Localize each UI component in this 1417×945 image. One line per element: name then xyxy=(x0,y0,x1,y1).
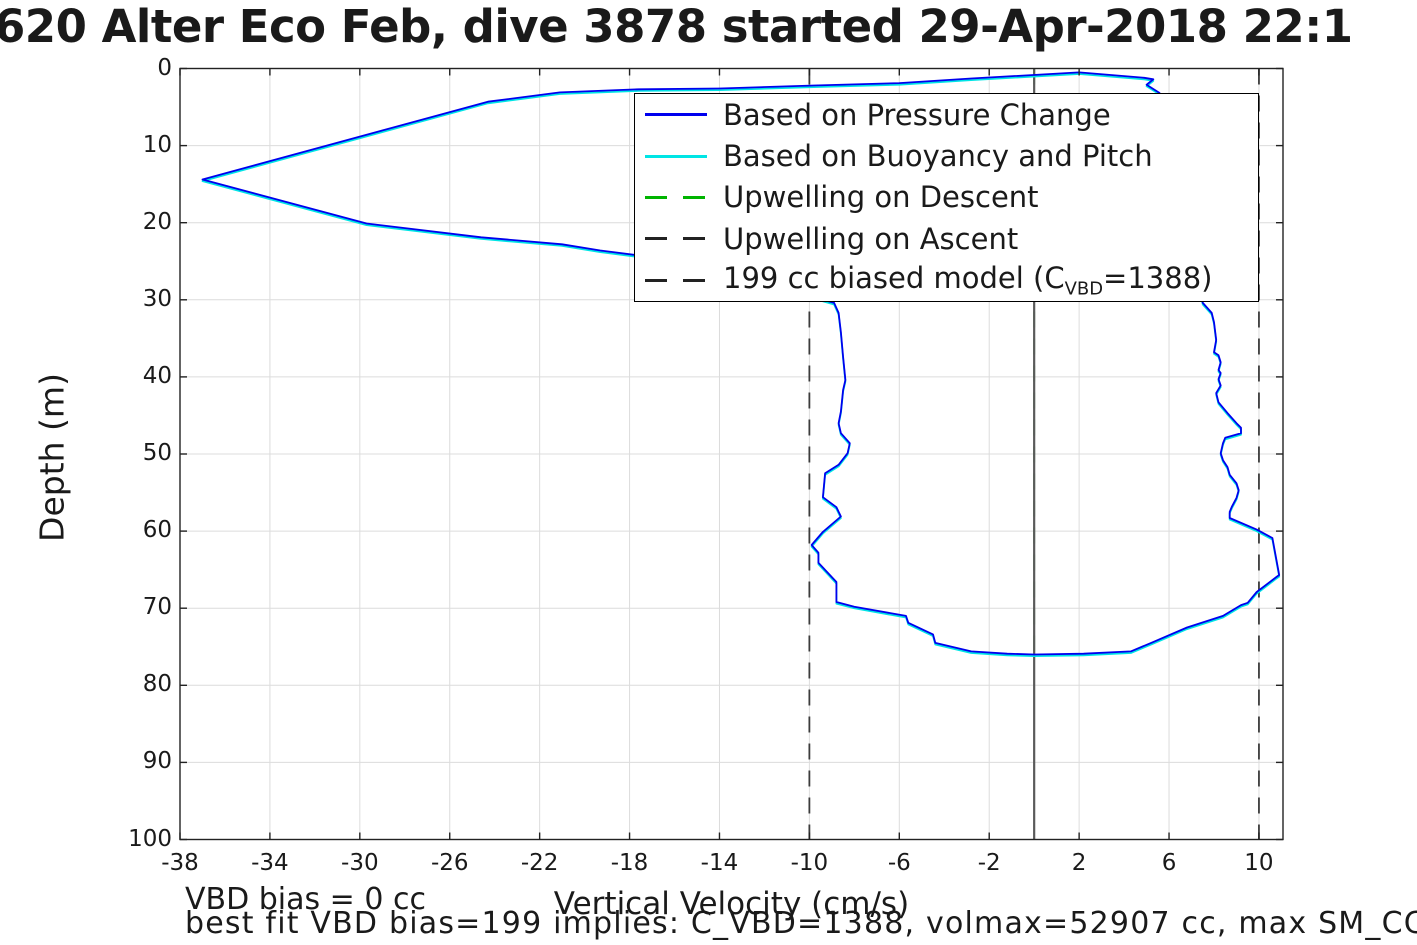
legend-entry-4: 199 cc biased model (CVBD=1388) xyxy=(635,260,1258,301)
y-tick-label-10: 10 xyxy=(142,131,172,158)
legend-entry-3: Upwelling on Ascent xyxy=(635,218,1258,259)
legend-label: Based on Buoyancy and Pitch xyxy=(723,139,1153,174)
x-tick-label--10: -10 xyxy=(790,850,829,876)
y-tick-label-60: 60 xyxy=(142,517,172,544)
legend-entry-0: Based on Pressure Change xyxy=(635,94,1258,135)
legend-entry-2: Upwelling on Descent xyxy=(635,177,1258,218)
legend-label-subscript: VBD xyxy=(1064,278,1104,300)
y-tick-label-30: 30 xyxy=(142,285,172,312)
x-axis-label: Vertical Velocity (cm/s) xyxy=(553,886,910,922)
legend-line-sample-dashed xyxy=(645,195,707,199)
y-tick-label-0: 0 xyxy=(157,54,172,81)
annotation-best-fit: best fit VBD bias=199 implies: C_VBD=138… xyxy=(185,906,1417,941)
x-tick-label-6: 6 xyxy=(1161,850,1177,876)
legend-line-sample-solid xyxy=(645,154,707,158)
legend-entry-1: Based on Buoyancy and Pitch xyxy=(635,136,1258,177)
x-tick-label--6: -6 xyxy=(887,850,911,876)
x-tick-label-10: 10 xyxy=(1244,850,1274,876)
legend-line-sample-dashed xyxy=(645,278,707,282)
y-tick-label-80: 80 xyxy=(142,671,172,698)
legend-line-sample-dashed xyxy=(645,237,707,241)
x-tick-label--38: -38 xyxy=(161,850,199,876)
x-tick-label--2: -2 xyxy=(977,850,1001,876)
y-tick-label-40: 40 xyxy=(142,362,172,389)
series-pressure-change-line xyxy=(201,71,1281,656)
legend-label: Based on Pressure Change xyxy=(723,97,1111,132)
y-tick-label-20: 20 xyxy=(142,208,172,235)
legend-label: 199 cc biased model (CVBD=1388) xyxy=(723,261,1213,300)
x-tick-label--30: -30 xyxy=(341,850,379,876)
x-tick-label--18: -18 xyxy=(610,850,649,876)
plot-title: 620 Alter Eco Feb, dive 3878 started 29-… xyxy=(0,0,1353,53)
legend-line-sample-solid xyxy=(645,113,707,117)
y-tick-label-70: 70 xyxy=(142,594,172,621)
annotation-vbd-bias: VBD bias = 0 cc xyxy=(185,882,426,917)
y-tick-label-90: 90 xyxy=(142,748,172,775)
x-tick-label--14: -14 xyxy=(700,850,739,876)
x-tick-label--34: -34 xyxy=(251,850,289,876)
y-tick-label-50: 50 xyxy=(142,440,172,466)
y-tick-label-100: 100 xyxy=(128,825,172,852)
x-tick-label--26: -26 xyxy=(430,850,469,876)
legend-label: Upwelling on Descent xyxy=(723,180,1039,215)
y-axis-label: Depth (m) xyxy=(32,373,72,542)
legend-box[interactable]: Based on Pressure Change Based on Buoyanc… xyxy=(634,93,1259,302)
x-tick-label--22: -22 xyxy=(520,850,559,876)
x-tick-label-2: 2 xyxy=(1071,850,1087,876)
legend-label: Upwelling on Ascent xyxy=(723,221,1019,256)
